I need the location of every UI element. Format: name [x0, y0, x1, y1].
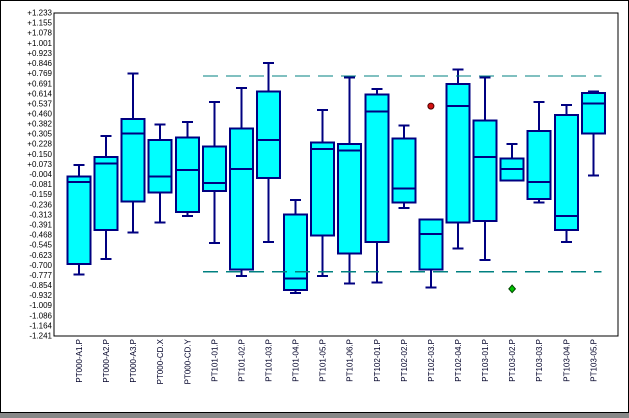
iqr-box — [201, 145, 227, 192]
outlier-circle-PT102-03.P[interactable] — [427, 102, 435, 110]
y-axis-tick-label: -0.004 — [29, 170, 52, 179]
y-axis-tick-label: +0.846 — [27, 59, 52, 68]
iqr-box — [228, 127, 254, 271]
y-axis-tick-label: -1.009 — [29, 301, 52, 310]
x-axis-label-PT101-03.P: PT101-03.P — [264, 339, 273, 382]
boxplot-PT000-A3.P[interactable] — [120, 72, 146, 234]
y-axis-tick-label: +0.305 — [27, 130, 52, 139]
x-axis-label-PT103-01.P: PT103-01.P — [481, 339, 490, 382]
boxplot-PT101-04.P[interactable] — [283, 199, 309, 294]
boxplot-PT101-01.P[interactable] — [201, 101, 227, 245]
boxplot-PT103-03.P[interactable] — [526, 101, 552, 204]
x-axis-label-PT101-04.P: PT101-04.P — [292, 339, 301, 382]
y-axis-tick-label: +0.691 — [27, 79, 52, 88]
y-axis-tick-label: -1.241 — [29, 332, 52, 341]
y-axis-tick-label: +1.155 — [27, 19, 52, 28]
y-axis-tick-label: +0.073 — [27, 160, 52, 169]
x-axis-label-PT000-A2.P: PT000-A2.P — [102, 339, 111, 383]
boxplot-PT102-03.P[interactable] — [418, 218, 444, 289]
y-axis-tick-label: -0.468 — [29, 231, 52, 240]
boxplot-PT101-03.P[interactable] — [255, 62, 281, 243]
boxplot-PT102-02.P[interactable] — [391, 124, 417, 209]
y-axis-tick-label: -0.159 — [29, 190, 52, 199]
boxplot-PT102-04.P[interactable] — [445, 68, 471, 250]
boxplot-PT101-05.P[interactable] — [310, 109, 336, 277]
iqr-box — [93, 156, 119, 232]
x-axis-label-PT101-02.P: PT101-02.P — [237, 339, 246, 382]
y-axis-tick-label: -0.854 — [29, 281, 52, 290]
iqr-box — [472, 119, 498, 222]
x-axis-label-PT103-02.P: PT103-02.P — [508, 339, 517, 382]
y-axis-tick-label: -0.777 — [29, 271, 52, 280]
x-axis-label-PT101-01.P: PT101-01.P — [210, 339, 219, 382]
y-axis-tick-label: -0.313 — [29, 210, 52, 219]
boxplot-PT103-05.P[interactable] — [580, 90, 606, 177]
x-axis-label-PT000-A1.P: PT000-A1.P — [75, 339, 84, 383]
iqr-box — [147, 139, 173, 194]
outlier-diamond-PT103-02.P[interactable] — [508, 284, 517, 294]
x-axis-label-PT101-06.P: PT101-06.P — [346, 339, 355, 382]
y-axis-tick-label: +0.769 — [27, 69, 52, 78]
x-axis-label-PT000-CD.X: PT000-CD.X — [156, 338, 165, 384]
iqr-box — [580, 92, 606, 135]
x-axis-label-PT000-A3.P: PT000-A3.P — [129, 339, 138, 383]
y-axis-tick-label: +1.001 — [27, 39, 52, 48]
y-axis-tick-label: -0.700 — [29, 261, 52, 270]
x-axis-label-PT103-05.P: PT103-05.P — [589, 339, 598, 382]
y-axis-tick-label: +0.228 — [27, 140, 52, 149]
iqr-box — [391, 137, 417, 204]
iqr-box — [553, 114, 579, 232]
boxplot-PT101-06.P[interactable] — [337, 76, 363, 285]
iqr-box — [418, 218, 444, 271]
y-axis-tick-label: +0.150 — [27, 150, 52, 159]
x-axis-label-PT000-CD.Y: PT000-CD.Y — [183, 338, 192, 384]
iqr-box — [526, 129, 552, 200]
y-axis-tick-label: -0.545 — [29, 241, 52, 250]
boxplot-PT000-CD.Y[interactable] — [174, 120, 200, 217]
y-axis-tick-label: -0.391 — [29, 221, 52, 230]
boxplot-PT101-02.P[interactable] — [228, 86, 254, 277]
iqr-box — [174, 136, 200, 213]
boxplot-PT000-CD.X[interactable] — [147, 123, 173, 224]
x-axis-label-PT102-03.P: PT102-03.P — [427, 339, 436, 382]
y-axis-tick-label: +0.537 — [27, 99, 52, 108]
iqr-box — [445, 82, 471, 224]
x-axis-label-PT102-02.P: PT102-02.P — [400, 339, 409, 382]
x-axis-label-PT102-01.P: PT102-01.P — [373, 339, 382, 382]
boxplot-PT000-A1.P[interactable] — [66, 163, 92, 276]
y-axis-tick-label: -1.086 — [29, 311, 52, 320]
y-axis-tick-label: +1.078 — [27, 29, 52, 38]
y-axis-tick-label: +0.382 — [27, 120, 52, 129]
iqr-box — [310, 141, 336, 237]
x-axis-label-PT103-04.P: PT103-04.P — [562, 339, 571, 382]
plot-frame — [53, 12, 619, 337]
iqr-box — [337, 142, 363, 255]
iqr-box — [364, 93, 390, 243]
iqr-box — [255, 90, 281, 179]
boxplot-PT103-01.P[interactable] — [472, 76, 498, 262]
x-axis-label-PT101-05.P: PT101-05.P — [319, 339, 328, 382]
iqr-box — [283, 213, 309, 292]
y-axis-tick-label: +0.460 — [27, 109, 52, 118]
boxplot-PT103-02.P[interactable] — [499, 142, 525, 182]
x-axis-label-PT103-03.P: PT103-03.P — [535, 339, 544, 382]
boxplot-PT102-01.P[interactable] — [364, 88, 390, 284]
y-axis-tick-label: +0.614 — [27, 89, 52, 98]
y-axis-tick-label: -0.081 — [29, 180, 52, 189]
y-axis-tick-label: +1.233 — [27, 9, 52, 18]
y-axis-tick-label: -0.623 — [29, 251, 52, 260]
y-axis-tick-label: -0.236 — [29, 200, 52, 209]
y-axis-tick-label: -1.164 — [29, 321, 52, 330]
boxplot-PT103-04.P[interactable] — [553, 103, 579, 243]
y-axis-tick-label: -0.932 — [29, 291, 52, 300]
y-axis-tick-label: +0.923 — [27, 49, 52, 58]
boxplot-PT000-A2.P[interactable] — [93, 135, 119, 260]
iqr-box — [120, 118, 146, 203]
iqr-box — [66, 175, 92, 266]
x-axis-label-PT102-04.P: PT102-04.P — [454, 339, 463, 382]
